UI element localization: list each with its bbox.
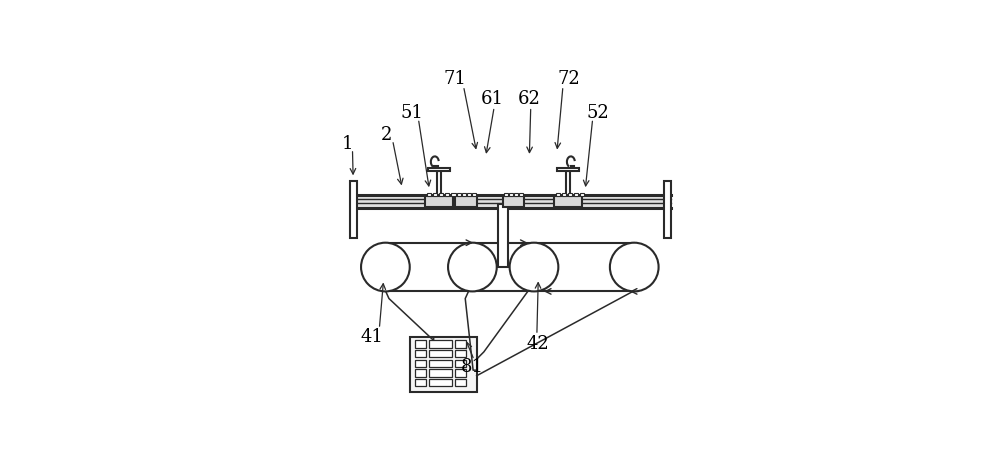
Bar (433, 193, 437, 196)
Bar (580, 193, 584, 196)
Bar (664, 181, 671, 239)
Bar (455, 350, 466, 357)
Bar (557, 168, 579, 172)
Bar (429, 370, 452, 377)
Bar (415, 360, 426, 367)
Bar (455, 379, 466, 386)
Text: 51: 51 (401, 104, 424, 122)
Bar (472, 193, 476, 196)
Bar (427, 193, 431, 196)
Text: 1: 1 (342, 134, 354, 153)
Bar (439, 193, 443, 196)
Bar (429, 360, 452, 367)
Bar (566, 172, 570, 195)
Text: 42: 42 (527, 335, 550, 353)
Bar (437, 172, 441, 195)
Circle shape (610, 243, 659, 292)
Text: 52: 52 (586, 104, 609, 122)
Bar (509, 193, 513, 196)
Bar (354, 195, 671, 208)
Bar (556, 193, 560, 196)
Bar (562, 193, 566, 196)
Bar (415, 370, 426, 377)
Bar (467, 193, 471, 196)
Bar (429, 350, 452, 357)
Bar (429, 340, 452, 348)
Bar (503, 196, 524, 207)
Text: 61: 61 (481, 90, 504, 108)
Bar (415, 350, 426, 357)
Bar (445, 193, 449, 196)
Bar (425, 196, 453, 207)
Bar (415, 379, 426, 386)
Circle shape (510, 243, 558, 292)
Text: 71: 71 (444, 70, 467, 88)
Bar (455, 196, 477, 207)
Text: 62: 62 (518, 90, 541, 108)
Bar (568, 193, 572, 196)
Bar (519, 193, 523, 196)
Bar (428, 168, 450, 172)
Circle shape (361, 243, 410, 292)
Text: 72: 72 (558, 70, 580, 88)
Bar (514, 193, 518, 196)
Bar (462, 193, 466, 196)
Bar (410, 337, 477, 392)
Bar (455, 370, 466, 377)
Bar (457, 193, 461, 196)
Bar (429, 379, 452, 386)
Text: 41: 41 (361, 328, 384, 346)
Bar (415, 340, 426, 348)
Bar (350, 181, 357, 239)
Circle shape (448, 243, 497, 292)
Bar (504, 193, 508, 196)
Bar (455, 360, 466, 367)
Bar (451, 193, 456, 196)
Bar (455, 340, 466, 348)
Text: 81: 81 (461, 359, 484, 376)
Bar (554, 196, 582, 207)
Bar (574, 193, 578, 196)
Bar (498, 205, 508, 267)
Text: 2: 2 (381, 126, 392, 144)
